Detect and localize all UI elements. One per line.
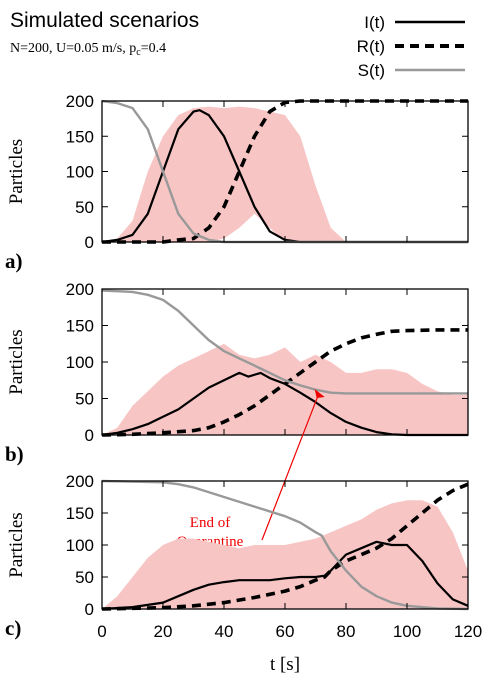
- y-tick-label: 100: [66, 163, 94, 182]
- y-tick-label: 50: [75, 390, 94, 409]
- annotation-arrow-line: [261, 393, 320, 541]
- panel-3: 0 50 100 150 200 0 20 40 60 80 100 120 Particles c): [5, 472, 482, 641]
- y-tick-label: 150: [66, 127, 94, 146]
- series-line-susceptible: [101, 479, 469, 611]
- panel-label: b): [5, 442, 24, 466]
- legend-label-recovered: R(t): [357, 37, 385, 56]
- y-tick-label: 0: [85, 600, 94, 619]
- infection-band-area: [102, 500, 468, 609]
- x-tick-label: 20: [154, 622, 173, 641]
- y-tick-label: 200: [66, 92, 94, 111]
- y-tick-label: 150: [66, 317, 94, 336]
- series-line-infected: [101, 371, 468, 437]
- panel-1: 0 50 100 150 200 Particles a): [5, 92, 469, 273]
- panels: 050100150200Particlesa)050100150200Parti…: [5, 92, 482, 641]
- y-tick-label: 50: [75, 198, 94, 217]
- x-tick-label: 100: [393, 622, 421, 641]
- series-line-recovered: [101, 482, 469, 611]
- panel-label: a): [5, 249, 23, 273]
- y-tick-label: 100: [66, 536, 94, 555]
- y-tick-label: 100: [66, 353, 94, 372]
- annotation-arrowhead: [314, 389, 325, 399]
- y-tick-label: 50: [75, 568, 94, 587]
- y-axis-label: Particles: [6, 512, 27, 577]
- y-tick-label: 150: [66, 504, 94, 523]
- figure-title: Simulated scenarios: [10, 9, 199, 32]
- annotation-text-line1: End of: [190, 515, 230, 531]
- legend-label-infected: I(t): [364, 13, 385, 32]
- series-line-infected: [101, 540, 469, 611]
- legend: I(t) R(t) S(t): [357, 13, 465, 80]
- x-tick-label: 40: [215, 622, 234, 641]
- y-tick-label: 200: [66, 280, 94, 299]
- x-tick-label: 60: [276, 622, 295, 641]
- panel-label: c): [5, 616, 21, 640]
- y-axis-label: Particles: [6, 329, 27, 394]
- series-line-susceptible: [101, 289, 468, 395]
- infection-band-area: [102, 343, 468, 435]
- x-tick-label: 120: [454, 622, 482, 641]
- legend-label-susceptible: S(t): [358, 61, 385, 80]
- x-axis-label: t [s]: [270, 654, 300, 675]
- y-tick-label: 0: [85, 233, 94, 252]
- series-line-recovered: [101, 328, 468, 437]
- y-tick-label: 200: [66, 472, 94, 491]
- infection-band-area: [102, 106, 468, 242]
- x-tick-label: 0: [97, 622, 106, 641]
- y-tick-label: 0: [85, 426, 94, 445]
- series-line-infected: [101, 109, 468, 244]
- x-tick-label: 80: [337, 622, 356, 641]
- figure-subtitle: N=200, U=0.05 m/s, pc=0.4: [10, 41, 166, 58]
- y-axis-label: Particles: [6, 139, 27, 204]
